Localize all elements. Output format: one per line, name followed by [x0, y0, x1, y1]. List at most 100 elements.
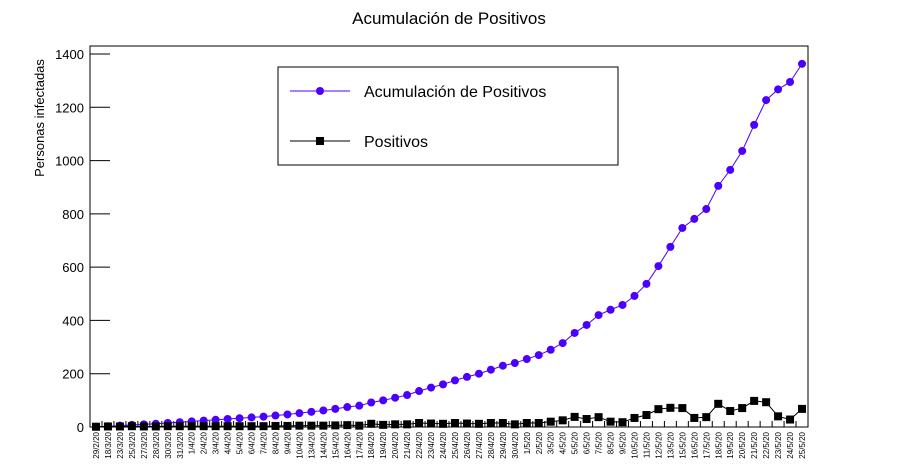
data-point: [450, 419, 459, 428]
x-tick-label: 6/5/20: [583, 431, 592, 454]
data-point: [367, 419, 376, 428]
x-tick-label: 2/4/20: [200, 431, 209, 454]
x-tick-label: 31/3/20: [176, 431, 185, 458]
data-point: [486, 419, 495, 428]
data-point: [786, 77, 795, 86]
x-tick-label: 1/4/20: [188, 431, 197, 454]
x-tick-label: 24/4/20: [439, 431, 448, 458]
x-tick-label: 30/4/20: [511, 431, 520, 458]
data-point: [558, 339, 567, 348]
y-axis-label: Personas infectadas: [32, 59, 47, 177]
data-point: [498, 361, 507, 370]
x-tick-label: 14/4/20: [319, 431, 328, 458]
x-tick-label: 4/5/20: [559, 431, 568, 454]
x-tick-label: 19/5/20: [726, 431, 735, 458]
data-point: [546, 345, 555, 354]
data-point: [331, 421, 340, 430]
x-tick-label: 16/4/20: [343, 431, 352, 458]
data-point: [618, 418, 627, 427]
y-tick-label: 0: [77, 420, 84, 435]
data-point: [439, 380, 448, 389]
data-point: [319, 406, 328, 415]
x-tick-label: 24/5/20: [786, 431, 795, 458]
data-point: [642, 279, 651, 288]
x-tick-label: 25/4/20: [451, 431, 460, 458]
x-tick-label: 21/5/20: [750, 431, 759, 458]
y-tick-label: 600: [62, 260, 84, 275]
data-point: [642, 411, 651, 420]
x-tick-label: 13/4/20: [307, 431, 316, 458]
data-point: [211, 422, 220, 431]
x-tick-label: 27/4/20: [475, 431, 484, 458]
data-point: [774, 412, 783, 421]
data-point: [738, 146, 747, 155]
x-tick-label: 17/4/20: [355, 431, 364, 458]
data-point: [714, 399, 723, 408]
x-tick-label: 7/4/20: [260, 431, 269, 454]
x-tick-label: 26/4/20: [463, 431, 472, 458]
data-point: [331, 404, 340, 413]
data-point: [427, 419, 436, 428]
x-tick-label: 18/4/20: [367, 431, 376, 458]
data-point: [379, 396, 388, 405]
data-point: [283, 421, 292, 430]
data-point: [714, 181, 723, 190]
data-point: [415, 419, 424, 428]
data-point: [462, 372, 471, 381]
data-point: [630, 413, 639, 422]
data-point: [319, 421, 328, 430]
data-point: [774, 85, 783, 94]
x-tick-label: 29/4/20: [499, 431, 508, 458]
data-point: [343, 403, 352, 412]
x-tick-label: 28/4/20: [487, 431, 496, 458]
data-point: [630, 291, 639, 300]
data-point: [690, 413, 699, 422]
data-point: [211, 415, 220, 424]
data-point: [654, 262, 663, 271]
x-tick-label: 16/5/20: [690, 431, 699, 458]
x-tick-label: 3/5/20: [547, 431, 556, 454]
data-point: [403, 420, 412, 429]
data-point: [666, 403, 675, 412]
y-tick-label: 800: [62, 207, 84, 222]
x-tick-label: 28/3/20: [152, 431, 161, 458]
data-point: [199, 422, 208, 431]
x-tick-label: 12/5/20: [654, 431, 663, 458]
data-point: [762, 96, 771, 105]
x-tick-label: 10/4/20: [295, 431, 304, 458]
x-tick-label: 17/5/20: [702, 431, 711, 458]
x-tick-label: 11/5/20: [642, 431, 651, 458]
legend-label: Positivos: [364, 134, 428, 151]
data-point: [259, 412, 268, 421]
data-point: [582, 320, 591, 329]
data-point: [678, 404, 687, 413]
data-point: [594, 311, 603, 320]
data-point: [283, 410, 292, 419]
data-point: [618, 300, 627, 309]
data-point: [259, 422, 268, 431]
x-tick-label: 7/5/20: [595, 431, 604, 454]
data-point: [403, 391, 412, 400]
x-tick-label: 15/4/20: [331, 431, 340, 458]
data-point: [235, 422, 244, 431]
data-point: [355, 401, 364, 410]
data-point: [307, 421, 316, 430]
x-tick-label: 9/5/20: [619, 431, 628, 454]
legend-marker: [316, 137, 324, 145]
data-point: [427, 383, 436, 392]
data-point: [187, 422, 196, 431]
data-point: [558, 416, 567, 425]
data-point: [295, 421, 304, 430]
x-tick-label: 23/3/20: [116, 431, 125, 458]
data-point: [594, 413, 603, 422]
data-point: [534, 351, 543, 360]
x-tick-label: 20/5/20: [738, 431, 747, 458]
data-point: [762, 398, 771, 407]
y-tick-label: 400: [62, 313, 84, 328]
x-tick-label: 23/5/20: [774, 431, 783, 458]
data-point: [570, 412, 579, 421]
x-tick-label: 23/4/20: [427, 431, 436, 458]
x-tick-label: 10/5/20: [630, 431, 639, 458]
x-tick-label: 18/5/20: [714, 431, 723, 458]
